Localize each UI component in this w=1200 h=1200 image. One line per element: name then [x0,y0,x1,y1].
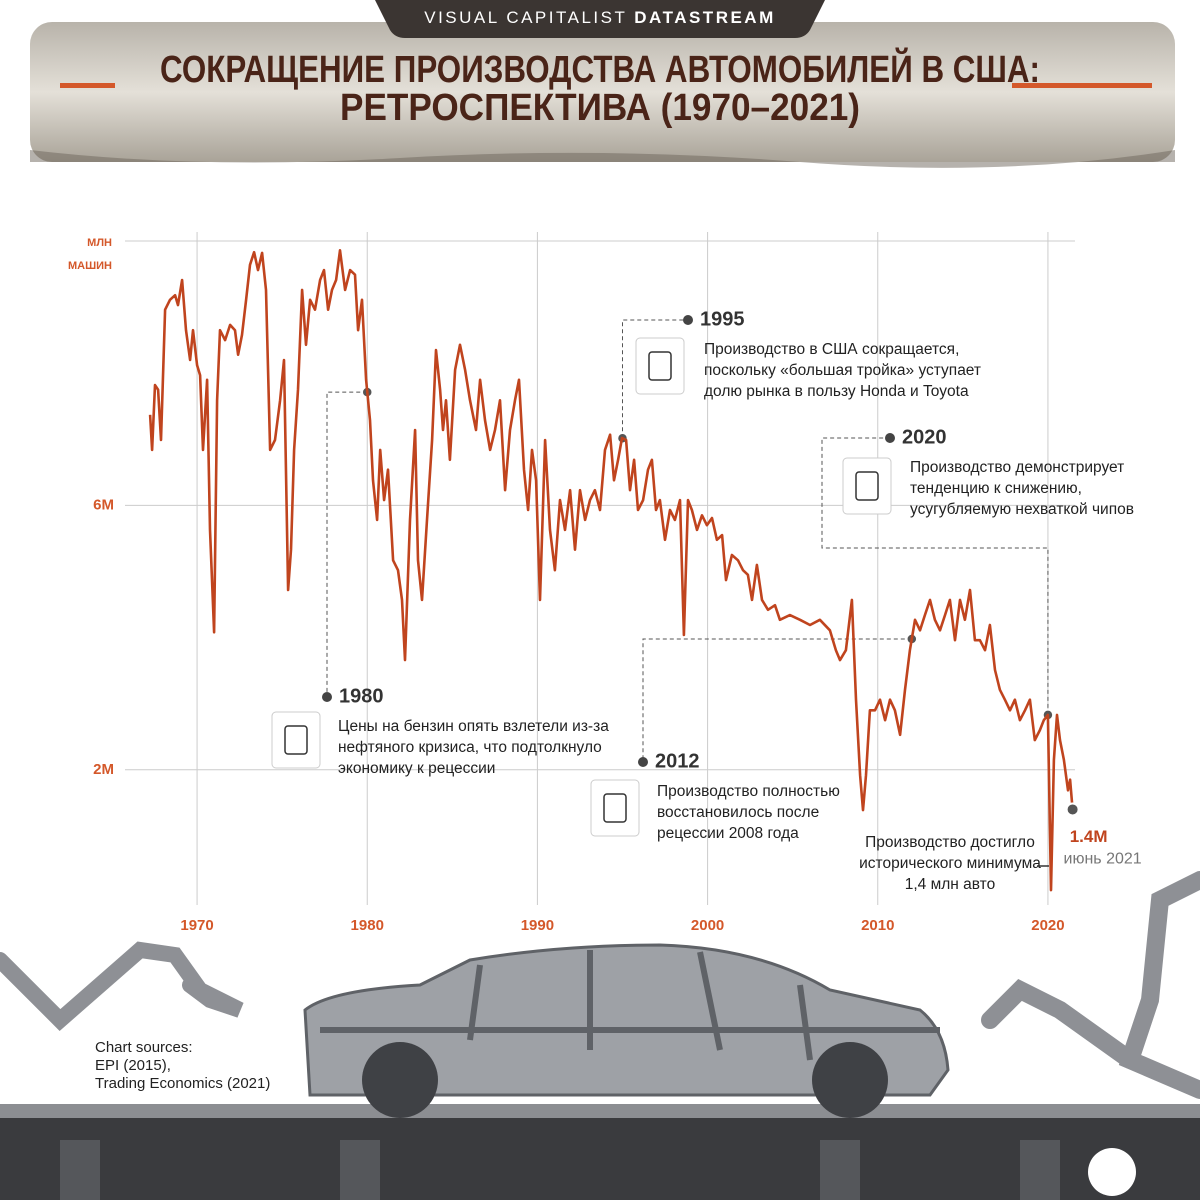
x-tick-label: 2020 [1031,917,1064,934]
logo [1088,1148,1136,1196]
leader-line [821,437,1049,715]
annotation-text: тенденцию к снижению, [910,480,1082,497]
leader-line [622,319,688,439]
min-note: исторического минимума [859,855,1041,872]
end-value-label: 1.4M [1070,827,1108,846]
conveyor-belt [0,1104,1200,1118]
x-tick-label: 1980 [351,917,384,934]
annotation-text: усугубляемую нехваткой чипов [910,501,1134,518]
conveyor-rollers [60,1140,1060,1200]
y-tick-label: 6M [93,496,114,513]
annotation-text: восстановилось после [657,804,819,821]
annotation-text: Цены на бензин опять взлетели из-за [338,718,609,735]
title-rule [1012,83,1152,88]
header-banner [30,22,1175,162]
icon-box [842,457,892,515]
annotation-text: рецессии 2008 года [657,825,799,842]
robot-arm [0,941,244,1031]
y-axis-label: МАШИН [68,260,112,272]
x-tick-label: 1990 [521,917,554,934]
annotation-text: поскольку «большая тройка» уступает [704,362,981,379]
plot: 1970 1980 1990 2000 2010 2020 2M 6M 1980 Цены на … [93,232,1142,934]
car-frame [320,950,940,1061]
robot-arm [981,871,1200,1099]
x-tick-label: 1970 [180,917,213,934]
leader-line [642,638,912,762]
title-rule [60,83,115,88]
label-dot [322,692,332,702]
car-body [303,943,950,1097]
car-wheel-well [812,1042,888,1118]
chart-title: РЕТРОСПЕКТИВА (1970–2021) [340,87,860,129]
annotation-text: Производство демонстрирует [910,459,1124,476]
conveyor [0,1112,1200,1200]
min-note: Производство достигло [865,834,1035,851]
banner-grunge [30,150,1175,168]
annotation-text: Производство полностью [657,783,840,800]
y-axis-label: МЛН [87,237,112,249]
icon [284,725,308,755]
icon [603,793,627,823]
end-date-label: июнь 2021 [1064,851,1142,868]
label-dot [638,757,648,767]
annotation-text: нефтяного кризиса, что подтолкнуло [338,739,602,756]
annotation-text: экономику к рецессии [338,760,495,777]
brand-tab [375,0,825,38]
label-dot [885,433,895,443]
source: Chart sources: [95,1039,193,1056]
x-tick-label: 2000 [691,917,724,934]
annotation-text: долю рынка в пользу Honda и Toyota [704,383,969,400]
brand: VISUAL CAPITALIST DATASTREAM [424,8,776,27]
min-note: 1,4 млн авто [905,876,995,893]
icon [648,351,672,381]
icon-box [590,779,640,837]
source: Trading Economics (2021) [95,1075,270,1092]
chart-title: СОКРАЩЕНИЕ ПРОИЗВОДСТВА АВТОМОБИЛЕЙ В СШ… [160,46,1040,91]
leader-line [326,391,368,697]
line-series [148,249,1074,892]
end-point [1065,802,1080,817]
annotation-year: 1995 [700,308,745,330]
annotation-text: Производство в США сокращается, [704,341,959,358]
source: EPI (2015), [95,1057,171,1074]
label-dot [683,315,693,325]
icon [855,471,879,501]
annotation-year: 1980 [339,685,384,707]
annotation-year: 2012 [655,750,700,772]
icon-box [635,337,685,395]
car-wheel-well [362,1042,438,1118]
y-tick-label: 2M [93,761,114,778]
brand-light: VISUAL CAPITALIST [424,8,627,27]
icon-box [271,711,321,769]
x-tick-label: 2010 [861,917,894,934]
annotation-year: 2020 [902,426,947,448]
brand-bold: DATASTREAM [634,8,775,27]
